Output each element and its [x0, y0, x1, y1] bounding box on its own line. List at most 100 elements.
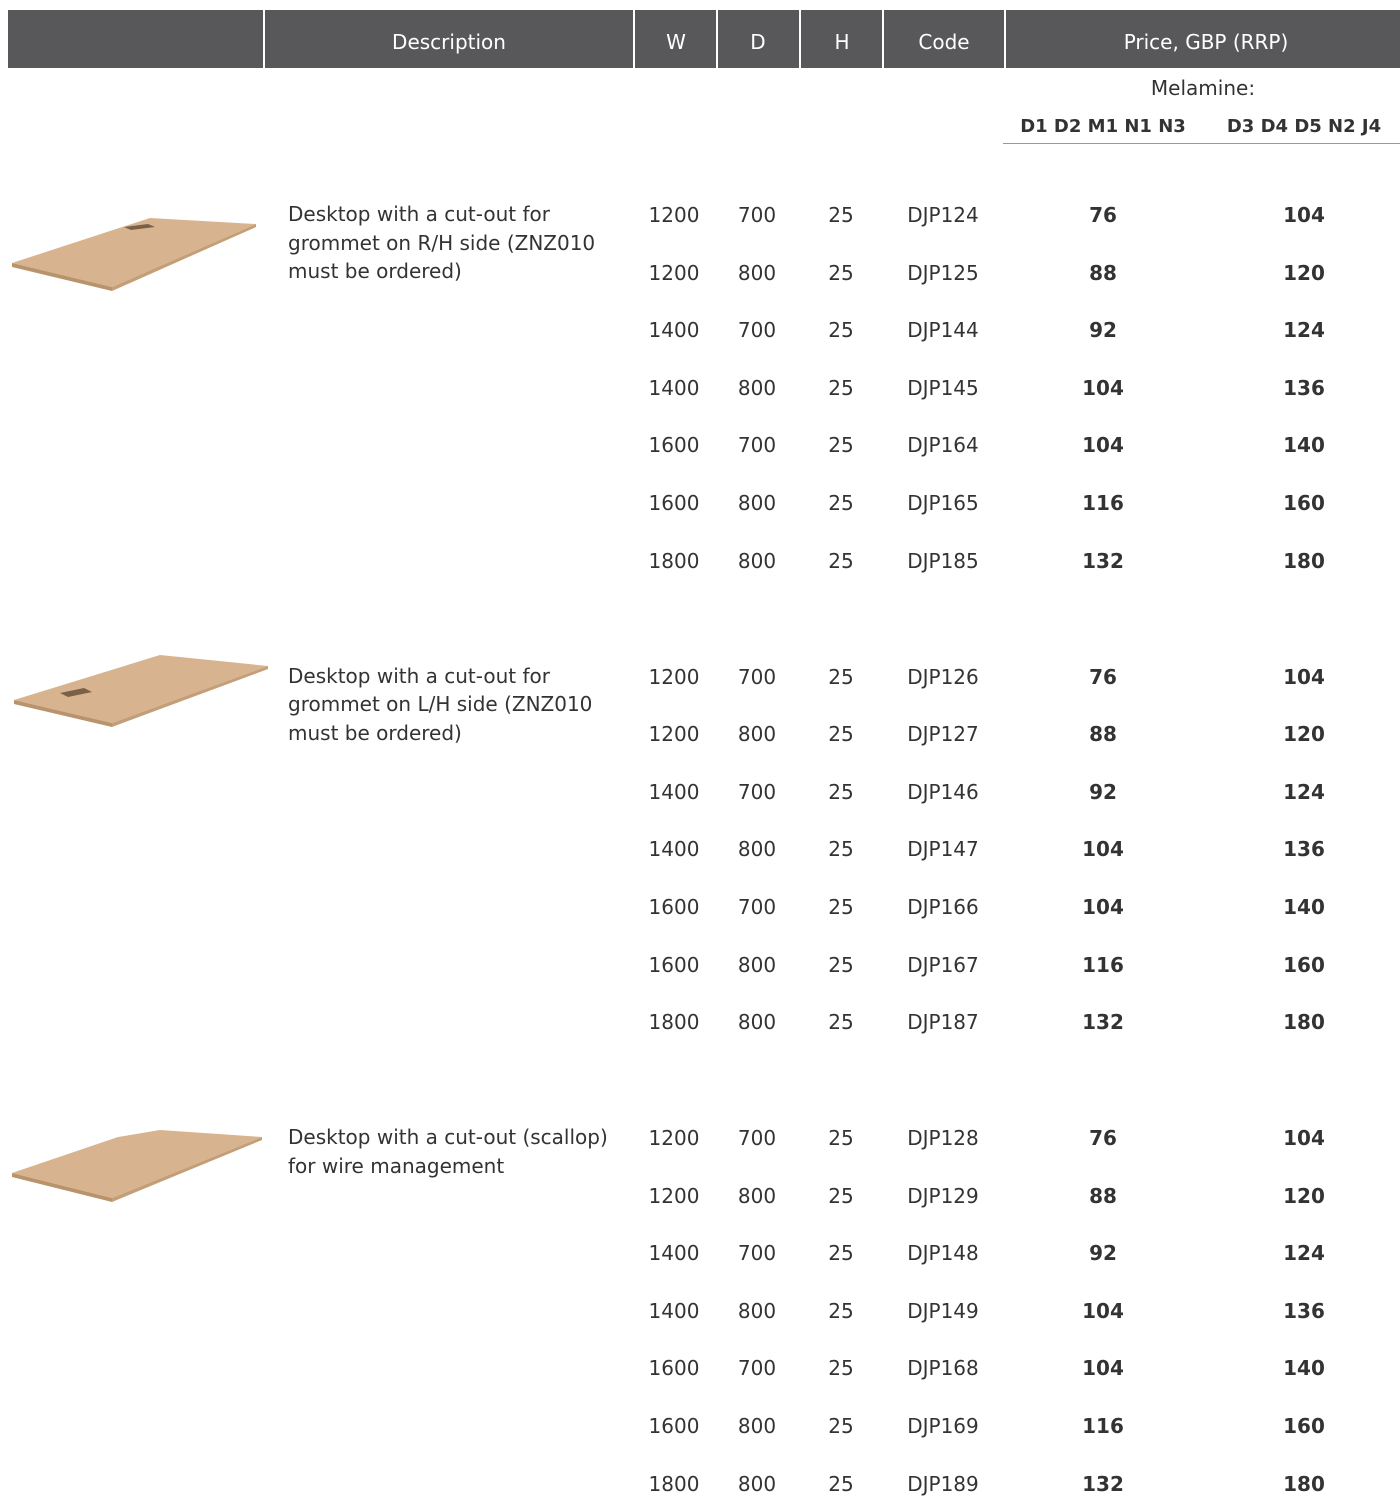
cell: 25	[828, 722, 854, 747]
cell: 25	[828, 1010, 854, 1035]
cell: 1400	[648, 318, 700, 343]
price: 124	[1283, 318, 1325, 343]
price: 120	[1283, 1183, 1325, 1208]
divider	[633, 10, 635, 68]
cell: DJP169	[907, 1414, 979, 1438]
price: 180	[1283, 1010, 1325, 1035]
price: 132	[1082, 548, 1124, 573]
cell: DJP146	[907, 779, 979, 804]
desk-image	[12, 1130, 262, 1202]
cell: 25	[828, 894, 854, 919]
cell: 25	[828, 260, 854, 285]
cell: 800	[737, 1471, 777, 1496]
cell: 1600	[648, 894, 700, 919]
cell: DJP149	[907, 1298, 979, 1323]
cell: 800	[737, 548, 777, 573]
cell: DJP167	[907, 952, 979, 977]
cell: 1600	[648, 952, 700, 977]
cell: 800	[737, 1183, 777, 1208]
cell: 700	[737, 779, 777, 804]
material-label: Melamine:	[1150, 76, 1256, 100]
cell: DJP166	[907, 894, 979, 919]
price: 140	[1283, 1356, 1325, 1381]
cell: 1600	[648, 1356, 700, 1381]
price: 76	[1089, 1126, 1117, 1150]
cell: DJP185	[907, 548, 979, 573]
cell: 700	[737, 433, 777, 458]
price: 136	[1283, 837, 1325, 862]
header-bar	[8, 10, 1400, 68]
price: 92	[1089, 779, 1117, 804]
cell: 800	[737, 722, 777, 747]
cell: 800	[737, 260, 777, 285]
cell: 700	[737, 1356, 777, 1381]
cell: 25	[828, 1241, 854, 1266]
cell: 25	[828, 837, 854, 862]
price: 104	[1283, 203, 1325, 227]
column-header: Description	[392, 30, 506, 54]
price: 160	[1283, 1414, 1325, 1438]
cell: DJP145	[907, 375, 979, 400]
rule	[1003, 143, 1400, 144]
cell: DJP187	[907, 1010, 979, 1035]
cell: 1200	[648, 203, 700, 227]
cell: 1800	[648, 548, 700, 573]
price: 160	[1283, 491, 1325, 515]
column-header: W	[666, 30, 686, 54]
cell: 25	[828, 375, 854, 400]
cell: 700	[737, 318, 777, 343]
desk-image	[12, 218, 256, 291]
cell: 25	[828, 548, 854, 573]
cell: DJP127	[907, 722, 979, 747]
price: 136	[1283, 1298, 1325, 1323]
cell: 1400	[648, 837, 700, 862]
cell: 1400	[648, 1241, 700, 1266]
description: Desktop with a cut-out for grommet on L/…	[288, 663, 593, 745]
divider	[882, 10, 884, 68]
price: 132	[1082, 1010, 1124, 1035]
price: 140	[1283, 433, 1325, 458]
cell: 1400	[648, 375, 700, 400]
cell: 1800	[648, 1010, 700, 1035]
cell: 800	[737, 1414, 777, 1438]
price: 104	[1082, 375, 1124, 400]
cell: 1800	[648, 1471, 700, 1496]
cell: DJP164	[907, 433, 979, 458]
price: 140	[1283, 894, 1325, 919]
divider	[716, 10, 718, 68]
description: Desktop with a cut-out (scallop) for wir…	[288, 1125, 608, 1178]
divider	[799, 10, 801, 68]
cell: 25	[828, 1356, 854, 1381]
cell: 1600	[648, 491, 700, 515]
cell: 800	[737, 952, 777, 977]
price: 180	[1283, 1471, 1325, 1496]
column-header: Price, GBP (RRP)	[1123, 30, 1289, 54]
cell: 25	[828, 664, 854, 689]
price: 120	[1283, 722, 1325, 747]
price: 88	[1089, 260, 1117, 285]
cell: 800	[737, 491, 777, 515]
cell: DJP124	[907, 203, 979, 227]
cell: 25	[828, 1126, 854, 1150]
price: 116	[1082, 491, 1124, 515]
column-header: H	[834, 30, 850, 54]
cell: DJP125	[907, 260, 979, 285]
cell: 1600	[648, 1414, 700, 1438]
cell: DJP129	[907, 1183, 979, 1208]
cell: DJP126	[907, 664, 979, 689]
price-group: D3 D4 D5 N2 J4	[1226, 116, 1382, 137]
cell: 700	[737, 203, 777, 227]
price: 132	[1082, 1471, 1124, 1496]
cell: 25	[828, 491, 854, 515]
desk-image	[14, 655, 268, 727]
price: 76	[1089, 203, 1117, 227]
price: 104	[1082, 433, 1124, 458]
divider	[263, 10, 265, 68]
cell: 25	[828, 1298, 854, 1323]
cell: 25	[828, 203, 854, 227]
price: 104	[1082, 894, 1124, 919]
column-header: D	[750, 30, 766, 54]
cell: 800	[737, 375, 777, 400]
price: 88	[1089, 722, 1117, 747]
